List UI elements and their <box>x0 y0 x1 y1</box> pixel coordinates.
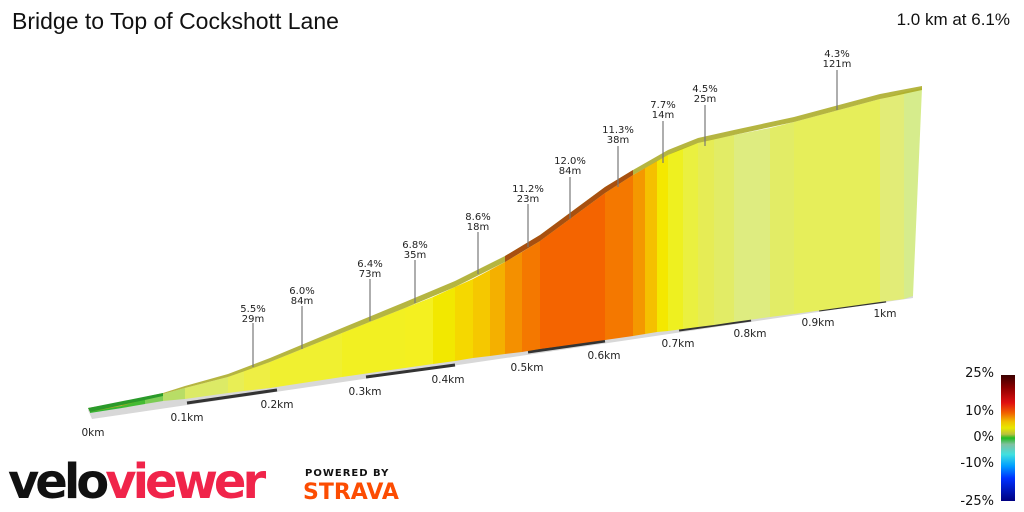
svg-text:0.3km: 0.3km <box>348 386 381 398</box>
veloviewer-logo: veloviewer <box>8 452 266 512</box>
svg-text:0.8km: 0.8km <box>733 328 766 340</box>
svg-text:0.1km: 0.1km <box>170 412 203 424</box>
svg-text:6.0%: 6.0% <box>289 286 314 297</box>
svg-text:5.5%: 5.5% <box>240 304 265 315</box>
svg-text:0.6km: 0.6km <box>587 350 620 362</box>
svg-text:8.6%: 8.6% <box>465 212 490 223</box>
gradient-colorbar <box>1001 375 1015 501</box>
legend-label-0: 0% <box>973 430 994 445</box>
svg-text:0.9km: 0.9km <box>801 317 834 329</box>
svg-text:0.7km: 0.7km <box>661 338 694 350</box>
powered-by-label: POWERED BY <box>305 468 390 479</box>
svg-text:29m: 29m <box>242 314 264 325</box>
legend-label-25: 25% <box>965 366 994 381</box>
svg-text:4.3%: 4.3% <box>824 49 849 60</box>
svg-text:38m: 38m <box>607 135 629 146</box>
logo-viewer: viewer <box>105 454 266 510</box>
legend-label-minus10: -10% <box>960 456 994 471</box>
page-title: Bridge to Top of Cockshott Lane <box>12 8 339 34</box>
strava-logo: STRAVA <box>303 480 399 505</box>
svg-text:23m: 23m <box>517 194 539 205</box>
svg-text:84m: 84m <box>559 166 581 177</box>
profile-segments <box>90 88 922 413</box>
svg-text:121m: 121m <box>823 59 852 70</box>
svg-text:18m: 18m <box>467 222 489 233</box>
svg-text:6.8%: 6.8% <box>402 240 427 251</box>
gradient-annotations: 5.5% 29m 6.0% 84m 6.4% 73m 6.8% 35m 8.6%… <box>240 49 851 325</box>
svg-text:6.4%: 6.4% <box>357 259 382 270</box>
svg-text:0.5km: 0.5km <box>510 362 543 374</box>
svg-text:14m: 14m <box>652 110 674 121</box>
svg-text:0km: 0km <box>82 427 105 439</box>
legend-label-10: 10% <box>965 404 994 419</box>
svg-text:7.7%: 7.7% <box>650 100 675 111</box>
svg-text:11.2%: 11.2% <box>512 184 544 195</box>
logo-velo: velo <box>8 454 109 510</box>
svg-text:0.4km: 0.4km <box>431 374 464 386</box>
x-axis-tick-labels: 0km 0.1km 0.2km 0.3km 0.4km 0.5km 0.6km … <box>82 308 897 439</box>
svg-text:0.2km: 0.2km <box>260 399 293 411</box>
svg-text:35m: 35m <box>404 250 426 261</box>
svg-text:84m: 84m <box>291 296 313 307</box>
svg-text:73m: 73m <box>359 269 381 280</box>
svg-text:12.0%: 12.0% <box>554 156 586 167</box>
svg-text:4.5%: 4.5% <box>692 84 717 95</box>
legend-label-minus25: -25% <box>960 494 994 509</box>
svg-text:1km: 1km <box>874 308 897 320</box>
climb-summary: 1.0 km at 6.1% <box>896 10 1010 29</box>
svg-text:11.3%: 11.3% <box>602 125 634 136</box>
annotation-leaders <box>252 70 838 367</box>
svg-text:25m: 25m <box>694 94 716 105</box>
